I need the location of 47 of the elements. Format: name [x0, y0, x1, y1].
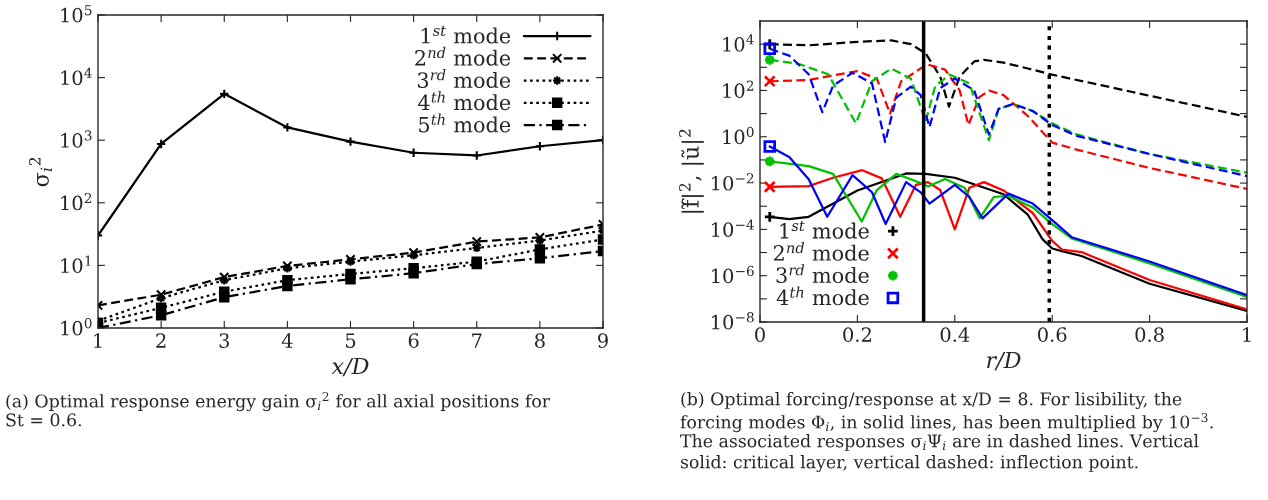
text: (a) Optimal response energy gain σ$_{i}$$^{2}$ for all axial positions for: [6, 392, 551, 412]
y-tick-label: 10$^{−2}$: [712, 173, 754, 191]
text: The associated responses σ$_{i}$Ψ$_{i}$ are in dashed lines. Vertical: [680, 434, 1199, 451]
y-axis-title: σ$_{i}$$^{2}$: [28, 157, 53, 187]
text: solid: critical layer, vertical dashed: inflection point.: [680, 455, 1138, 473]
legend-label: 4$^{th}$ mode: [418, 91, 511, 111]
legend-label: 3$^{rd}$ mode: [417, 69, 511, 89]
x-tick-label: 0: [755, 327, 765, 342]
y-tick-label: 10$^{3}$: [61, 130, 92, 148]
y-tick-label: 10$^{0}$: [61, 318, 92, 336]
x-tick-label: 0.6: [1038, 327, 1067, 342]
legend-label: 1$^{st}$ mode: [780, 220, 869, 239]
x-axis-title: x/D: [331, 357, 369, 377]
x-tick-label: 4: [281, 333, 293, 348]
y-tick-label: 10$^{−6}$: [712, 265, 754, 284]
y-tick-label: 10$^{0}$: [723, 126, 754, 145]
x-tick-label: 8: [534, 333, 545, 348]
text: forcing modes Φ$_{i}$, in solid lines, has been multiplied by 10$^{−3}$.: [680, 413, 1213, 433]
text: St = 0.6.: [6, 413, 81, 427]
legend-label: 1$^{st}$ mode: [421, 25, 511, 44]
y-tick-label: 10$^{5}$: [61, 5, 92, 23]
legend-label: 3$^{rd}$ mode: [776, 264, 869, 284]
y-tick-label: 10$^{2}$: [723, 80, 754, 98]
legend-label: 5$^{th}$ mode: [419, 113, 511, 133]
legend-label: 2$^{nd}$ mode: [773, 241, 869, 261]
y-tick-label: 10$^{−4}$: [712, 219, 754, 237]
text: (b) Optimal forcing/response at x/D = 8. For lisibility, the: [681, 392, 1182, 410]
legend-label: 4$^{th}$ mode: [776, 286, 869, 306]
legend-label: 2$^{nd}$ mode: [415, 46, 511, 66]
x-tick-label: 3: [219, 333, 229, 348]
y-tick-label: 10$^{4}$: [61, 67, 92, 86]
x-tick-label: 1: [1243, 327, 1251, 342]
y-tick-label: 10$^{2}$: [61, 192, 92, 211]
x-tick-label: 7: [472, 333, 482, 348]
x-tick-label: 9: [598, 333, 608, 348]
y-tick-label: 10$^{1}$: [61, 255, 91, 273]
y-tick-label: 10$^{−8}$: [712, 312, 754, 330]
x-tick-label: 6: [408, 333, 419, 348]
y-tick-label: 10$^{4}$: [723, 34, 754, 52]
x-tick-label: 0.8: [1135, 327, 1164, 342]
y-axis-title: |f̃|$^{2}$, |ũ|$^{2}$: [678, 129, 704, 213]
x-tick-label: 2: [156, 333, 166, 348]
x-tick-label: 1: [94, 333, 102, 348]
x-tick-label: 5: [345, 333, 356, 348]
x-axis-title: r/D: [987, 351, 1021, 371]
x-tick-label: 0.4: [940, 327, 970, 342]
x-tick-label: 0.2: [843, 327, 871, 342]
